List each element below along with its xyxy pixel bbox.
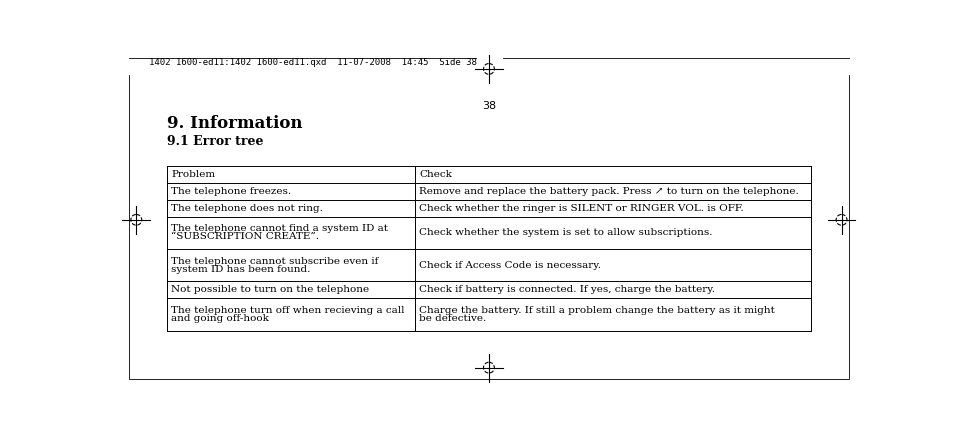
Text: Not possible to turn on the telephone: Not possible to turn on the telephone [171, 285, 369, 294]
Text: Check if battery is connected. If yes, charge the battery.: Check if battery is connected. If yes, c… [418, 285, 715, 294]
Text: Charge the battery. If still a problem change the battery as it might: Charge the battery. If still a problem c… [418, 306, 774, 315]
Text: 1402 1600-ed11:1402 1600-ed11.qxd  11-07-2008  14:45  Side 38: 1402 1600-ed11:1402 1600-ed11.qxd 11-07-… [149, 58, 476, 67]
Text: The telephone freezes.: The telephone freezes. [171, 187, 291, 196]
Text: Check: Check [418, 170, 452, 179]
Text: “SUBSCRIPTION CREATE”.: “SUBSCRIPTION CREATE”. [171, 233, 319, 242]
Text: and going off-hook: and going off-hook [171, 314, 269, 323]
Text: Check whether the ringer is SILENT or RINGER VOL. is OFF.: Check whether the ringer is SILENT or RI… [418, 204, 743, 213]
Text: The telephone does not ring.: The telephone does not ring. [171, 204, 323, 213]
Text: 9.1 Error tree: 9.1 Error tree [167, 135, 264, 148]
Text: 9. Information: 9. Information [167, 115, 302, 132]
Text: Check whether the system is set to allow subscriptions.: Check whether the system is set to allow… [418, 229, 712, 237]
Text: The telephone cannot subscribe even if: The telephone cannot subscribe even if [171, 257, 378, 266]
Text: be defective.: be defective. [418, 314, 486, 323]
Text: The telephone cannot find a system ID at: The telephone cannot find a system ID at [171, 224, 388, 233]
Text: 38: 38 [481, 101, 496, 111]
Text: Problem: Problem [171, 170, 215, 179]
Text: Check if Access Code is necessary.: Check if Access Code is necessary. [418, 261, 600, 270]
Text: Remove and replace the battery pack. Press ↗ to turn on the telephone.: Remove and replace the battery pack. Pre… [418, 187, 798, 196]
Text: system ID has been found.: system ID has been found. [171, 265, 311, 274]
Text: The telephone turn off when recieving a call: The telephone turn off when recieving a … [171, 306, 404, 315]
